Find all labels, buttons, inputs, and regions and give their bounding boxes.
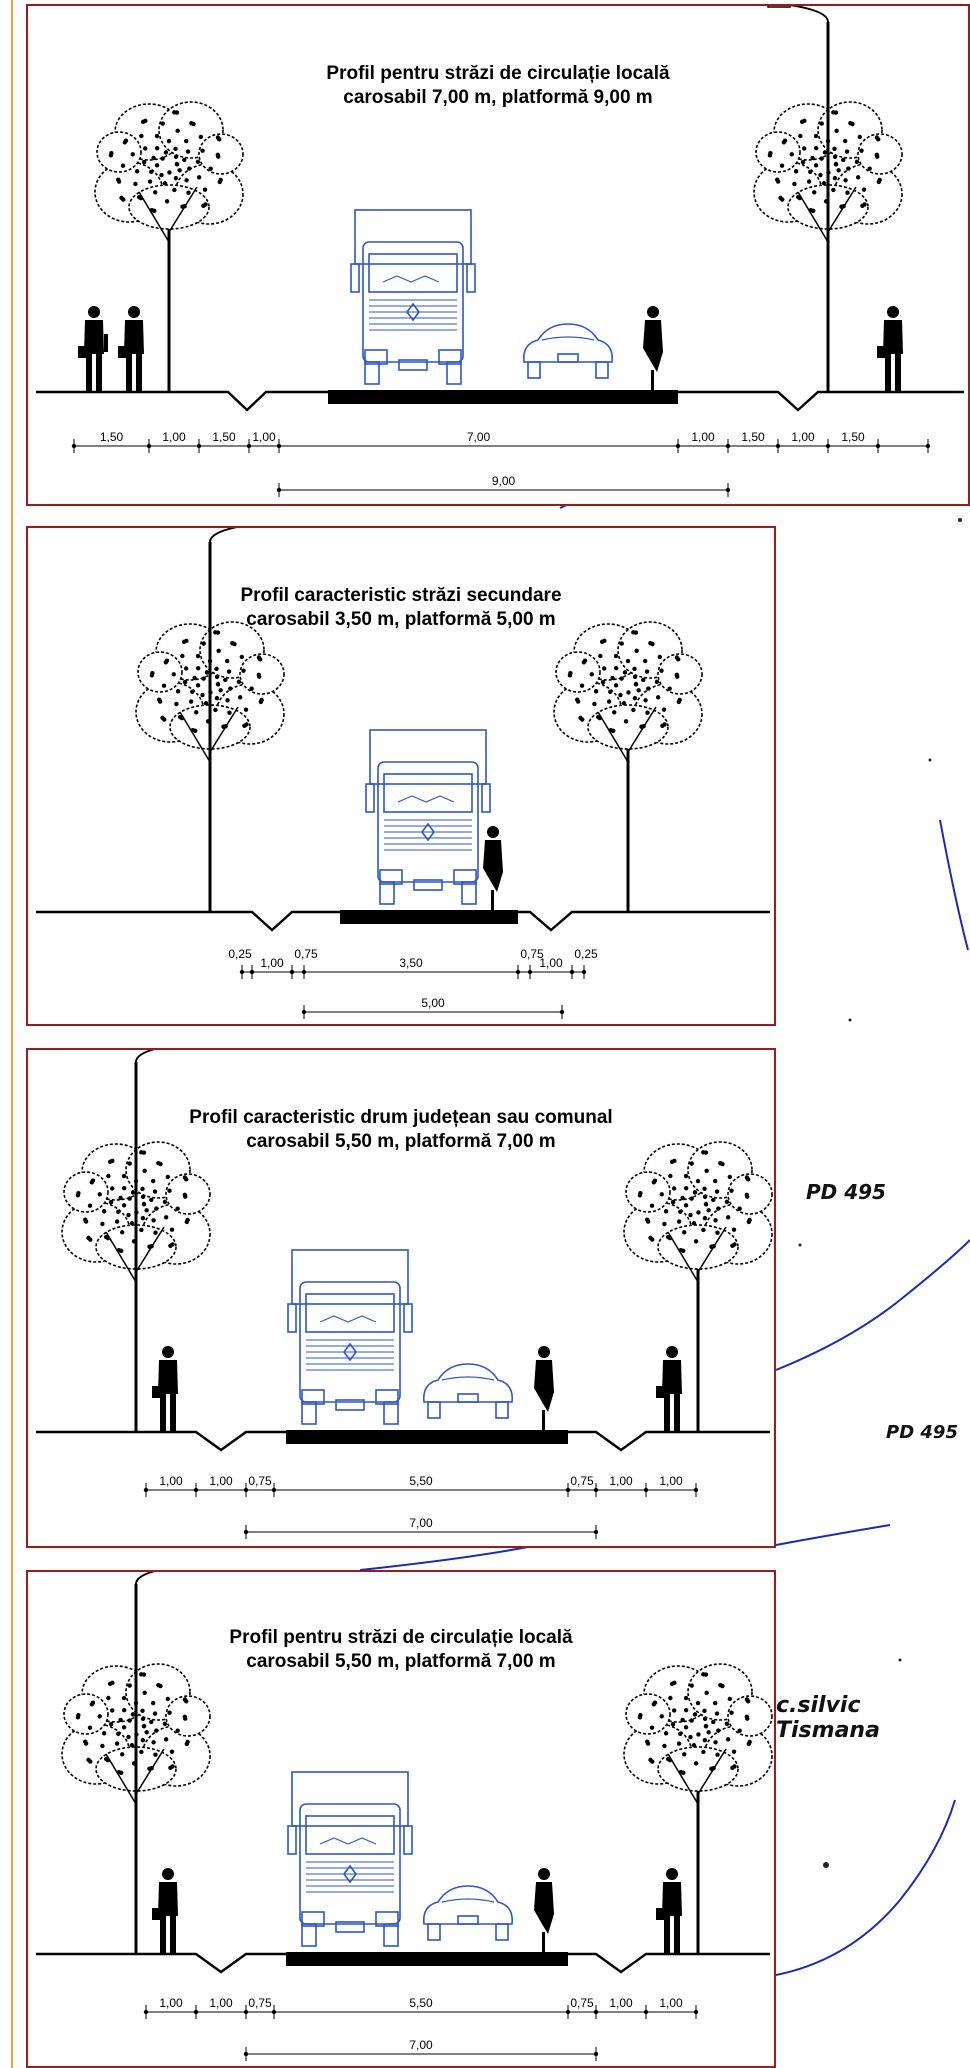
street-lamp [767, 6, 830, 392]
carriageway [286, 1430, 568, 1444]
tree [753, 101, 903, 392]
carriageway [328, 390, 678, 404]
dimension-label: 1,50 [212, 430, 236, 444]
panel-title: Profil caracteristic drum județean sau c… [28, 1106, 774, 1154]
pedestrian [483, 826, 503, 912]
dimension-label: 1,00 [609, 1474, 633, 1488]
dimension-label: 1,50 [100, 430, 124, 444]
dimension-label: 7,00 [467, 430, 491, 444]
panel-title-line-1: Profil pentru străzi de circulație local… [326, 63, 670, 84]
tree [61, 1663, 211, 1954]
cross-section-drawing: 1,00 1,00 0,75 5,50 0,75 1,00 1,00 7,00 [36, 1572, 773, 2061]
cross-section-drawing: 1,00 1,00 0,75 5,50 0,75 1,00 1,00 7,00 [36, 1050, 773, 1539]
tree [553, 621, 703, 912]
pedestrian [643, 306, 663, 392]
dimension-label: 1,00 [260, 956, 284, 970]
panel-title-line-2: carosabil 7,00 m, platformă 9,00 m [343, 86, 653, 108]
total-dimension-label: 7,00 [409, 1516, 433, 1530]
dimension-label: 1,00 [659, 1996, 683, 2010]
dimension-label: 1,00 [159, 1996, 183, 2010]
dimension-label: 1,00 [209, 1474, 233, 1488]
dimension-label: 1,00 [691, 430, 715, 444]
panel-title: Profil pentru străzi de circulație local… [28, 62, 968, 110]
pedestrian [656, 1868, 682, 1954]
tree [623, 1141, 773, 1432]
pedestrian [534, 1346, 554, 1432]
panel-title-line-2: carosabil 3,50 m, platformă 5,00 m [246, 608, 556, 630]
panel-title-line-1: Profil caracteristic drum județean sau c… [189, 1107, 613, 1128]
truck [287, 1771, 413, 1947]
dimension-label: 0,75 [248, 1474, 272, 1488]
tree [94, 101, 244, 392]
map-river [775, 1239, 970, 1371]
map-label-ocol: c.silvic Tismana [776, 1693, 880, 1743]
dimension-label: 1,00 [791, 430, 815, 444]
map-river [775, 1524, 891, 1546]
car [422, 1363, 514, 1419]
cross-section-drawing: 0,251,000,753,500,751,000,255,00 [36, 528, 770, 1019]
total-dimension-label: 9,00 [492, 474, 516, 488]
dimension-label: 1,00 [609, 1996, 633, 2010]
dimension-label: 1,00 [252, 430, 276, 444]
dimension-label: 1,00 [659, 1474, 683, 1488]
dimension-label: 1,00 [162, 430, 186, 444]
panel-title-line-2: carosabil 5,50 m, platformă 7,00 m [246, 1650, 556, 1672]
pedestrian [152, 1346, 178, 1432]
dimension-label: 0,75 [294, 947, 318, 961]
dimension-label: 1,50 [741, 430, 765, 444]
panel-title: Profil pentru străzi de circulație local… [28, 1626, 774, 1674]
truck [287, 1249, 413, 1425]
dimension-label: 5,50 [409, 1996, 433, 2010]
dimension-label: 1,00 [159, 1474, 183, 1488]
street-lamp [134, 1050, 156, 1432]
pedestrian [534, 1868, 554, 1954]
profile-panel-1: 1,50 1,00 1,50 1,00 7,00 1,00 1,50 1,00 1,50 9,00… [26, 4, 970, 506]
cross-section-drawing: 1,50 1,00 1,50 1,00 7,00 1,00 1,50 1,00 1,50 9,00 [36, 6, 964, 497]
dimension-label: 0,75 [248, 1996, 272, 2010]
truck [350, 209, 476, 385]
dimension-label: 0,75 [570, 1996, 594, 2010]
dimension-label: 0,25 [228, 947, 252, 961]
tree [61, 1141, 211, 1432]
map-river [939, 819, 969, 951]
profile-panel-4: 1,00 1,00 0,75 5,50 0,75 1,00 1,00 7,00 Profil … [26, 1570, 776, 2068]
truck [365, 729, 491, 905]
street-lamp [134, 1572, 156, 1954]
car [522, 323, 614, 379]
pedestrian [656, 1346, 682, 1432]
dimension-label: 0,75 [520, 947, 544, 961]
dimension-label: 1,50 [841, 430, 865, 444]
carriageway [286, 1952, 568, 1966]
map-river [775, 1799, 956, 1976]
panel-title-line-1: Profil pentru străzi de circulație local… [229, 1627, 573, 1648]
dimension-label: 1,00 [209, 1996, 233, 2010]
map-label-pd1: PD 495 [806, 1180, 886, 1204]
pedestrian [118, 306, 144, 392]
tree [623, 1663, 773, 1954]
pedestrian [78, 306, 108, 392]
dimension-label: 1,00 [539, 956, 563, 970]
profile-panel-3: 1,00 1,00 0,75 5,50 0,75 1,00 1,00 7,00 Profil … [26, 1048, 776, 1548]
map-label-pd2: PD 495 [886, 1422, 958, 1443]
panel-title-line-2: carosabil 5,50 m, platformă 7,00 m [246, 1130, 556, 1152]
street-lamp [208, 528, 238, 912]
dimension-label: 0,75 [570, 1474, 594, 1488]
dimension-label: 5,50 [409, 1474, 433, 1488]
panel-title: Profil caracteristic străzi secundare ca… [28, 584, 774, 632]
dimension-label: 3,50 [399, 956, 423, 970]
car [422, 1885, 514, 1941]
total-dimension-label: 5,00 [421, 996, 445, 1010]
pedestrian [877, 306, 903, 392]
profile-panel-2: 0,25 1,00 0,75 3,50 0,75 1,00 0,25 5,00 Profil … [26, 526, 776, 1026]
panel-title-line-1: Profil caracteristic străzi secundare [240, 585, 562, 606]
pedestrian [152, 1868, 178, 1954]
total-dimension-label: 7,00 [409, 2038, 433, 2052]
dimension-label: 0,25 [574, 947, 598, 961]
carriageway [340, 910, 518, 924]
